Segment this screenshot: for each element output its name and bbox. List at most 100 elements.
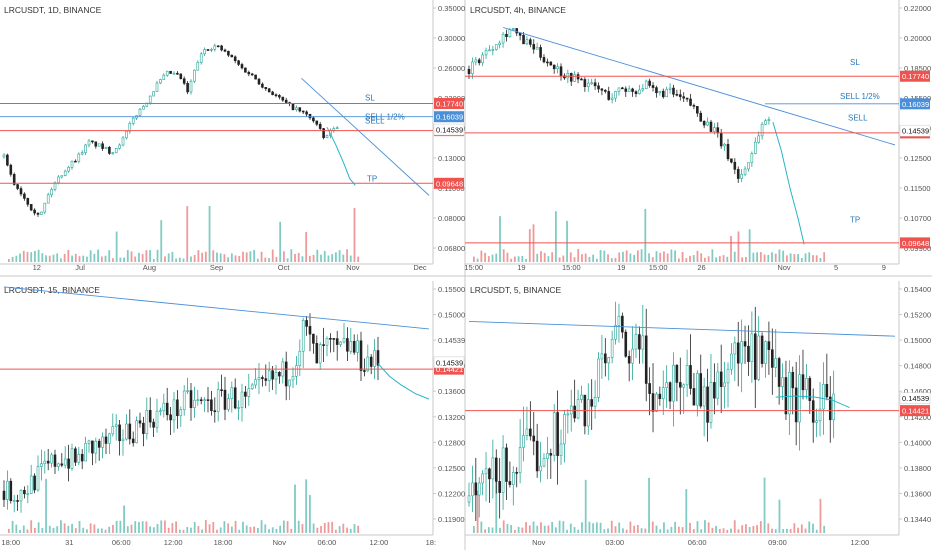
volume-bar — [752, 526, 755, 533]
candle-body — [815, 420, 818, 423]
candle-body — [655, 393, 658, 412]
candle-body — [199, 53, 203, 63]
candle-body — [699, 373, 703, 407]
candle-body — [172, 399, 176, 421]
volume-bar — [588, 256, 591, 262]
y-tick-label: 0.20000 — [904, 34, 931, 43]
x-tick-label: 12 — [33, 263, 41, 272]
candle-body — [152, 421, 155, 428]
volume-bar — [584, 253, 587, 262]
candle-body — [542, 458, 546, 467]
volume-bar — [745, 256, 747, 262]
volume-bar — [685, 258, 688, 262]
candle-body — [19, 489, 23, 502]
candle-body — [580, 78, 583, 81]
volume-bar — [648, 253, 650, 262]
candle-body — [614, 91, 617, 99]
volume-bar — [308, 255, 311, 262]
volume-bar — [633, 254, 636, 262]
x-tick-label: 06:00 — [688, 538, 707, 547]
candle-body — [631, 348, 634, 364]
candle-body — [494, 457, 498, 482]
volume-bar — [610, 520, 613, 533]
candle-body — [128, 123, 132, 132]
candle-body — [9, 164, 13, 175]
candle-body — [627, 356, 631, 364]
volume-bar — [353, 524, 356, 533]
candle-body — [518, 447, 522, 474]
volume-bar — [566, 220, 568, 262]
volume-bar — [93, 524, 96, 533]
volume-bar — [778, 499, 781, 533]
candle-body — [794, 387, 798, 423]
volume-bar — [525, 258, 527, 262]
candle-body — [672, 364, 675, 402]
volume-bar — [305, 231, 308, 262]
candle-body — [278, 372, 281, 377]
volume-bar — [245, 525, 248, 533]
volume-bar — [119, 257, 122, 262]
candle-body — [189, 390, 193, 408]
candle-body — [43, 202, 47, 213]
candle-body — [210, 399, 213, 411]
volume-bar — [622, 251, 624, 262]
candle-body — [685, 97, 689, 100]
candle-body — [539, 465, 542, 472]
volume-bar — [227, 523, 230, 533]
candle-body — [498, 481, 501, 493]
candle-body — [604, 353, 607, 364]
candle-body — [641, 88, 645, 91]
candle-body — [730, 353, 733, 370]
y-tick-label: 0.10700 — [904, 214, 931, 223]
y-tick-label: 0.18500 — [904, 64, 931, 73]
volume-bar — [517, 526, 520, 533]
candle-body — [237, 60, 240, 65]
candle-body — [261, 377, 264, 379]
volume-bar — [607, 528, 609, 533]
volume-bar — [290, 528, 293, 533]
volume-bar — [558, 257, 561, 262]
candle-body — [342, 338, 346, 343]
volume-bar — [253, 526, 256, 533]
volume-bar — [145, 521, 148, 533]
candle-body — [53, 182, 57, 190]
y-tick-label: 0.11900 — [438, 515, 465, 524]
volume-bar — [610, 258, 613, 262]
candle-body — [753, 141, 757, 154]
level-annotation: SL — [365, 93, 375, 102]
volume-bar — [234, 255, 237, 262]
y-tick-label: 0.06800 — [438, 244, 465, 253]
volume-bar — [562, 255, 565, 262]
volume-bar — [149, 250, 151, 262]
candle-body — [549, 61, 553, 66]
volume-bar — [22, 525, 25, 533]
volume-bar — [786, 528, 788, 533]
candle-body — [740, 173, 743, 179]
volume-bar — [19, 529, 21, 533]
volume-bar — [614, 526, 617, 533]
volume-bar — [629, 253, 632, 262]
volume-bar — [689, 255, 691, 262]
volume-bar — [156, 524, 159, 533]
volume-bar — [513, 256, 516, 262]
last-price-tag — [433, 356, 465, 369]
projection-path — [377, 363, 430, 400]
volume-bar — [312, 254, 315, 262]
candle-body — [661, 387, 665, 399]
candle-body — [322, 128, 325, 139]
volume-bar — [204, 520, 207, 533]
candle-body — [621, 87, 624, 90]
volume-bar — [201, 529, 204, 533]
volume-bar — [320, 254, 322, 262]
candle-body — [491, 457, 495, 480]
volume-bar — [502, 520, 505, 533]
candle-body — [264, 378, 268, 381]
volume-bar — [473, 526, 475, 533]
x-tick-label: 18:00 — [214, 538, 233, 547]
candle-body — [74, 160, 77, 163]
volume-bar — [193, 255, 196, 262]
volume-bar — [327, 255, 330, 262]
volume-bar — [756, 252, 758, 262]
candle-body — [552, 412, 556, 456]
volume-bar — [726, 529, 729, 533]
